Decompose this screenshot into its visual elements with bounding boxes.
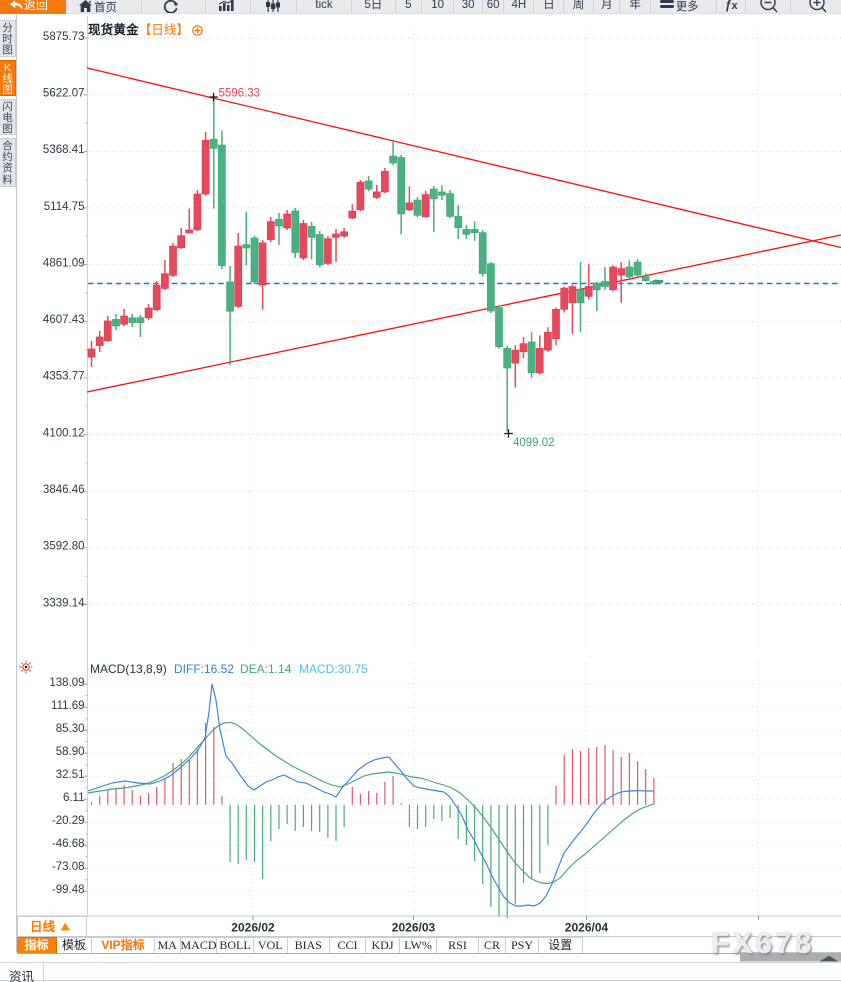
svg-text:85.30: 85.30: [56, 723, 85, 735]
svg-text:2026/03: 2026/03: [392, 921, 436, 935]
svg-text:3846.46: 3846.46: [43, 484, 85, 496]
svg-text:58.90: 58.90: [56, 746, 85, 758]
svg-text:4100.12: 4100.12: [43, 427, 85, 439]
svg-text:日线: 日线: [30, 919, 56, 934]
svg-text:4099.02: 4099.02: [513, 437, 555, 449]
svg-text:5875.73: 5875.73: [43, 31, 85, 43]
svg-text:MACD:30.75: MACD:30.75: [299, 662, 368, 676]
svg-text:5596.33: 5596.33: [219, 88, 261, 100]
svg-text:138.09: 138.09: [49, 677, 84, 689]
svg-text:DEA:1.14: DEA:1.14: [240, 662, 292, 676]
svg-text:-99.48: -99.48: [52, 884, 85, 896]
svg-text:DIFF:16.52: DIFF:16.52: [174, 662, 234, 676]
svg-text:32.51: 32.51: [56, 769, 85, 781]
svg-text:6.11: 6.11: [63, 792, 85, 804]
svg-text:4607.43: 4607.43: [43, 314, 85, 326]
svg-text:-46.68: -46.68: [52, 838, 85, 850]
svg-text:2026/04: 2026/04: [565, 921, 609, 935]
svg-text:4861.09: 4861.09: [43, 257, 85, 269]
svg-text:2026/02: 2026/02: [231, 921, 275, 935]
svg-text:-20.29: -20.29: [52, 815, 85, 827]
svg-text:4353.77: 4353.77: [43, 371, 85, 383]
svg-text:3592.80: 3592.80: [43, 541, 85, 553]
svg-text:MACD(13,8,9): MACD(13,8,9): [90, 662, 167, 676]
svg-text:3339.14: 3339.14: [43, 597, 85, 609]
svg-text:-73.08: -73.08: [52, 861, 85, 873]
svg-text:5114.75: 5114.75: [44, 201, 85, 213]
svg-text:5622.07: 5622.07: [43, 88, 85, 100]
svg-text:111.69: 111.69: [51, 700, 84, 712]
svg-text:5368.41: 5368.41: [43, 144, 85, 156]
